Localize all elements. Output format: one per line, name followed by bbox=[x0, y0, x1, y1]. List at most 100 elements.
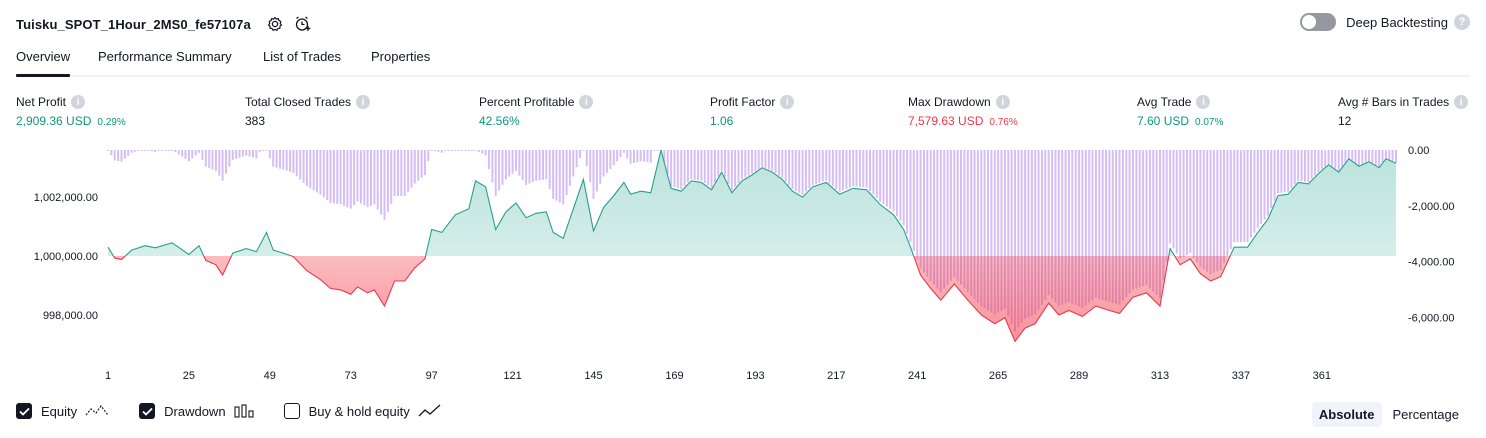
drawdown-bar bbox=[302, 150, 305, 183]
drawdown-bar bbox=[1395, 150, 1397, 163]
info-icon[interactable]: i bbox=[1454, 95, 1469, 109]
drawdown-bar bbox=[255, 150, 258, 159]
drawdown-bar bbox=[622, 150, 625, 153]
info-icon[interactable]: i bbox=[1196, 95, 1211, 109]
drawdown-bar bbox=[852, 150, 855, 187]
drawdown-bar bbox=[1280, 150, 1283, 193]
metric-label: Max Drawdown bbox=[908, 95, 991, 109]
tab-list-of-trades[interactable]: List of Trades bbox=[263, 49, 342, 64]
drawdown-bar bbox=[383, 150, 386, 220]
info-icon[interactable]: i bbox=[780, 95, 795, 109]
drawdown-bar bbox=[1327, 150, 1330, 164]
drawdown-bar bbox=[980, 150, 983, 307]
drawdown-bar bbox=[778, 150, 780, 176]
drawdown-bar bbox=[919, 150, 922, 269]
absolute-button[interactable]: Absolute bbox=[1311, 402, 1382, 427]
drawdown-bar bbox=[434, 150, 437, 151]
info-icon[interactable]: i bbox=[579, 95, 594, 109]
strategy-title: Tuisku_SPOT_1Hour_2MS0_fe57107a bbox=[16, 16, 251, 32]
drawdown-bar bbox=[164, 150, 167, 151]
drawdown-bar bbox=[160, 150, 163, 151]
drawdown-bar bbox=[204, 150, 207, 167]
drawdown-bar bbox=[1202, 150, 1205, 270]
drawdown-bar bbox=[305, 150, 308, 187]
drawdown-bar bbox=[926, 150, 929, 277]
drawdown-bar bbox=[757, 150, 760, 170]
drawdown-bar bbox=[268, 150, 271, 159]
info-icon[interactable]: i bbox=[995, 95, 1010, 109]
drawdown-bar bbox=[579, 150, 581, 158]
drawdown-bar bbox=[602, 150, 605, 177]
percentage-button[interactable]: Percentage bbox=[1392, 407, 1460, 422]
tab-properties[interactable]: Properties bbox=[371, 49, 431, 64]
drawdown-bar bbox=[1304, 150, 1306, 182]
drawdown-bar bbox=[150, 150, 153, 152]
drawdown-bar bbox=[1391, 150, 1394, 162]
settings-gear-icon[interactable] bbox=[265, 14, 285, 34]
drawdown-bar bbox=[1256, 150, 1259, 229]
drawdown-bar bbox=[1142, 150, 1145, 287]
drawdown-bar bbox=[1263, 150, 1266, 220]
drawdown-bar bbox=[420, 150, 423, 178]
drawdown-bar bbox=[697, 150, 700, 181]
drawdown-checkbox[interactable]: Drawdown bbox=[139, 403, 254, 419]
drawdown-bar bbox=[359, 150, 362, 204]
drawdown-bar bbox=[798, 150, 801, 193]
drawdown-bar bbox=[1165, 150, 1168, 262]
info-icon[interactable]: i bbox=[356, 95, 371, 109]
drawdown-bar bbox=[788, 150, 791, 186]
help-icon[interactable]: ? bbox=[1454, 14, 1470, 30]
drawdown-bar bbox=[339, 150, 342, 205]
tab-performance-summary[interactable]: Performance Summary bbox=[98, 49, 232, 64]
drawdown-bar bbox=[110, 150, 113, 156]
drawdown-bar bbox=[740, 150, 743, 180]
buy-hold-equity-checkbox[interactable]: Buy & hold equity bbox=[283, 403, 442, 419]
drawdown-bar bbox=[1371, 150, 1374, 163]
drawdown-bar bbox=[386, 150, 389, 212]
tab-overview[interactable]: Overview bbox=[16, 49, 71, 77]
deep-backtesting-toggle[interactable] bbox=[1300, 13, 1337, 31]
tab-bar: Overview Performance Summary List of Tra… bbox=[16, 44, 1470, 77]
drawdown-bar bbox=[781, 150, 784, 178]
drawdown-bar bbox=[1175, 150, 1178, 254]
add-alert-clock-icon[interactable] bbox=[293, 14, 313, 34]
drawdown-bar bbox=[1101, 150, 1104, 300]
drawdown-bars-icon bbox=[234, 404, 254, 418]
drawdown-bar bbox=[595, 150, 598, 192]
drawdown-label: Drawdown bbox=[164, 403, 226, 419]
x-tick-label: 361 bbox=[1313, 370, 1331, 382]
drawdown-bar bbox=[208, 150, 211, 169]
drawdown-bar bbox=[454, 150, 457, 151]
equity-checkbox[interactable]: Equity bbox=[16, 403, 109, 419]
drawdown-bar bbox=[902, 150, 905, 226]
drawdown-bar bbox=[1270, 150, 1273, 209]
drawdown-bar bbox=[1300, 150, 1303, 182]
drawdown-bar bbox=[329, 150, 332, 203]
info-icon[interactable]: i bbox=[71, 95, 86, 109]
drawdown-bar bbox=[282, 150, 285, 170]
equity-drawdown-chart[interactable]: 1,002,000.00 1,000,000.00 998,000.00 0.00 -2… bbox=[0, 140, 1486, 395]
y-left-tick-label: 1,000,000.00 bbox=[34, 251, 98, 263]
drawdown-bar bbox=[1128, 150, 1131, 294]
drawdown-bar bbox=[107, 150, 109, 151]
metric-percent: 0.76% bbox=[989, 117, 1018, 128]
drawdown-bar bbox=[639, 150, 642, 162]
drawdown-bar bbox=[686, 150, 689, 183]
metric-avg-bars-in-trades: Avg # Bars in Trades i 12 bbox=[1338, 94, 1469, 128]
drawdown-bar bbox=[976, 150, 979, 303]
drawdown-bar bbox=[538, 150, 541, 181]
drawdown-bar bbox=[400, 150, 403, 196]
x-tick-label: 25 bbox=[183, 370, 195, 382]
drawdown-bar bbox=[1192, 150, 1195, 258]
drawdown-bar bbox=[346, 150, 349, 208]
drawdown-bar bbox=[879, 150, 882, 202]
drawdown-bar bbox=[636, 150, 639, 163]
drawdown-bar bbox=[1246, 150, 1249, 243]
drawdown-bar bbox=[1206, 150, 1209, 272]
drawdown-bar bbox=[811, 150, 814, 185]
metric-percent: 0.07% bbox=[1195, 117, 1224, 128]
drawdown-bar bbox=[552, 150, 555, 199]
drawdown-bar bbox=[1105, 150, 1107, 301]
drawdown-bar bbox=[1135, 150, 1138, 289]
drawdown-bar bbox=[484, 150, 487, 156]
